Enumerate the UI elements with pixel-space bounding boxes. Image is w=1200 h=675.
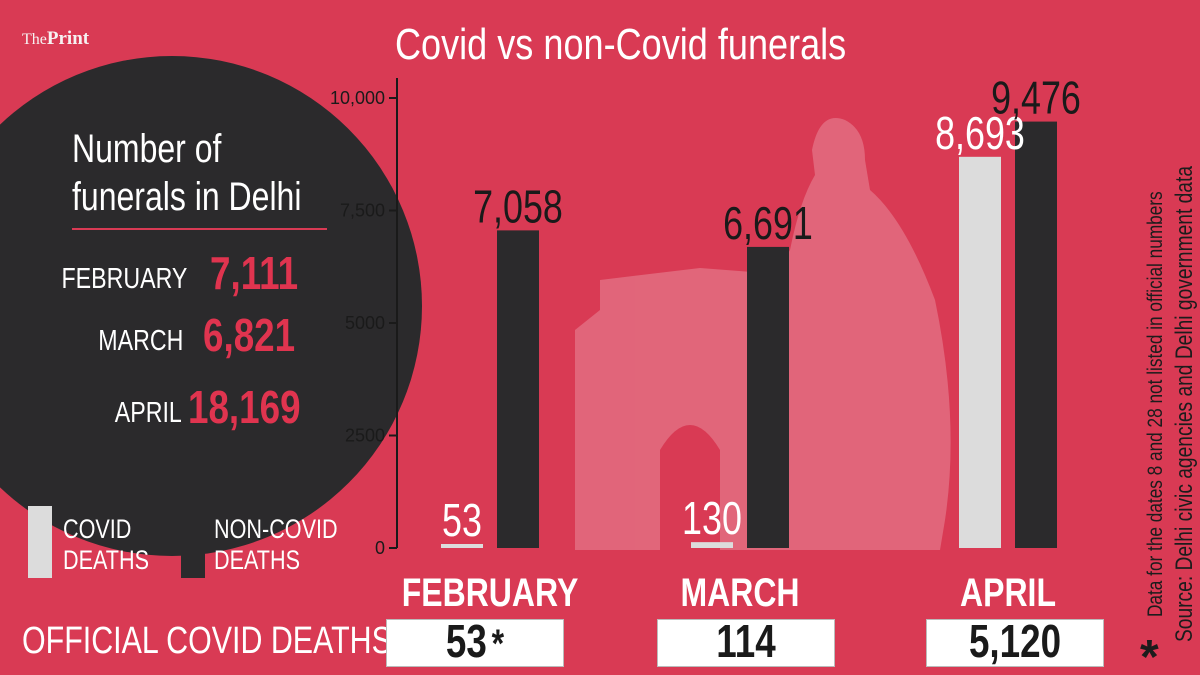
- background-silhouette: [575, 118, 951, 550]
- summary-circle: [0, 56, 422, 556]
- summary-title-line2: funerals in Delhi: [72, 175, 302, 219]
- india-gate-arch: [660, 425, 720, 550]
- official-value-march: 114: [716, 615, 776, 667]
- bar-noncovid-february: [497, 230, 539, 548]
- bar-covid-march: [691, 542, 733, 548]
- legend-label-covid: COVID DEATHS: [63, 514, 149, 576]
- data-label-covid-february: 53: [442, 495, 482, 546]
- official-value-february: 53 *: [404, 614, 546, 668]
- legend-covid-line1: COVID: [63, 514, 132, 544]
- summary-title-line1: Number of: [72, 127, 222, 171]
- source-text: Source: Delhi civic agencies and Delhi g…: [1171, 166, 1198, 642]
- brand-print: Print: [46, 28, 90, 49]
- official-box-february: [386, 619, 564, 667]
- summary-label-february: FEBRUARY: [61, 263, 187, 295]
- official-value-february-text: 53: [445, 615, 487, 667]
- data-label-noncovid-april: 9,476: [991, 72, 1081, 123]
- y-tick-label: 7,500: [340, 201, 385, 221]
- summary-value-february: 7,111: [210, 247, 299, 299]
- summary-row-march: MARCH: [98, 312, 183, 362]
- category-labels: FEBRUARY MARCH APRIL: [402, 570, 1056, 615]
- data-label-covid-april: 8,693: [935, 108, 1025, 159]
- legend-noncovid-line1: NON-COVID: [214, 514, 338, 544]
- y-tick-label: 2500: [345, 426, 385, 446]
- bar-covid-april: [959, 156, 1001, 548]
- brand-the: The: [22, 31, 47, 48]
- summary-label-march: MARCH: [97, 325, 183, 357]
- legend-covid-line2: DEATHS: [63, 545, 150, 576]
- official-box-march: [657, 619, 835, 667]
- bar-noncovid-march: [747, 246, 789, 548]
- y-tick-label: 0: [375, 538, 385, 558]
- summary-value-march: 6,821: [203, 309, 296, 361]
- official-value-april: 5,120: [968, 615, 1062, 667]
- bar-noncovid-april: [1015, 121, 1057, 548]
- y-axis: 0 2500 5000 7,500 10,000: [330, 78, 398, 558]
- data-label-covid-march: 130: [682, 493, 742, 544]
- brand-logo: ThePrint: [22, 28, 89, 50]
- chart-title: Covid vs non-Covid funerals: [395, 20, 847, 69]
- summary-divider: [72, 228, 327, 230]
- category-label-february: FEBRUARY: [402, 570, 579, 615]
- summary-title: Number of funerals in Delhi: [72, 125, 301, 221]
- india-gate-silhouette: [575, 268, 752, 550]
- official-box-april: [926, 619, 1104, 667]
- category-label-march: MARCH: [680, 570, 799, 615]
- category-label-april: APRIL: [960, 570, 1056, 615]
- summary-row-february: FEBRUARY: [61, 250, 187, 300]
- footnote-asterisk: *: [1140, 631, 1159, 675]
- bars: [441, 121, 1057, 548]
- bar-covid-february: [441, 544, 483, 548]
- official-deaths-label: OFFICIAL COVID DEATHS: [22, 620, 392, 662]
- legend-swatch-noncovid: [181, 506, 205, 578]
- footnote-text: Data for the dates 8 and 28 not listed i…: [1144, 191, 1167, 617]
- official-asterisk: *: [491, 622, 505, 666]
- legend-swatch-covid: [28, 506, 52, 578]
- summary-row-april: APRIL: [115, 384, 182, 434]
- summary-value-april: 18,169: [188, 381, 301, 433]
- statue-silhouette: [740, 118, 951, 550]
- y-tick-label: 5000: [345, 313, 385, 333]
- legend-label-noncovid: NON-COVID DEATHS: [214, 514, 338, 576]
- y-tick-label: 10,000: [330, 88, 385, 108]
- data-label-noncovid-february: 7,058: [473, 181, 563, 232]
- legend-noncovid-line2: DEATHS: [214, 545, 301, 576]
- data-label-noncovid-march: 6,691: [723, 198, 813, 249]
- summary-label-april: APRIL: [114, 397, 182, 429]
